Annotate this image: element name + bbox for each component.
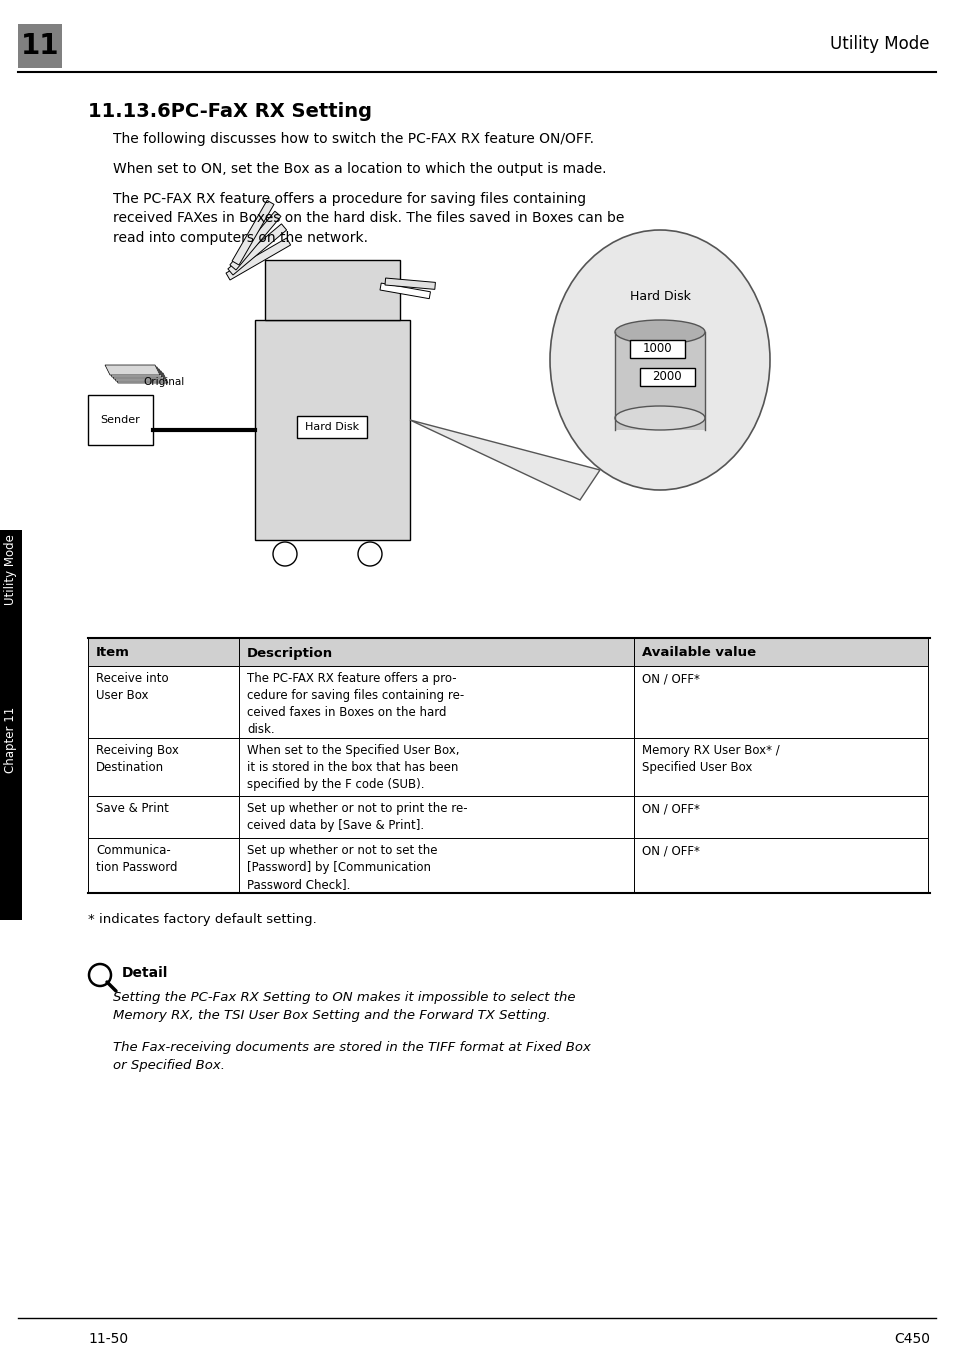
- Text: Set up whether or not to set the
[Password] by [Communication
Password Check].: Set up whether or not to set the [Passwo…: [247, 844, 437, 891]
- Text: Item: Item: [96, 646, 130, 660]
- FancyBboxPatch shape: [88, 667, 239, 738]
- Text: ON / OFF*: ON / OFF*: [641, 672, 700, 685]
- FancyBboxPatch shape: [615, 333, 704, 430]
- Polygon shape: [379, 283, 430, 299]
- Text: Hard Disk: Hard Disk: [629, 289, 690, 303]
- FancyBboxPatch shape: [239, 796, 634, 838]
- Polygon shape: [410, 420, 599, 500]
- Text: 11.13.6PC-FaX RX Setting: 11.13.6PC-FaX RX Setting: [88, 101, 372, 120]
- FancyBboxPatch shape: [88, 738, 239, 796]
- FancyBboxPatch shape: [239, 838, 634, 894]
- Text: Set up whether or not to print the re-
ceived data by [Save & Print].: Set up whether or not to print the re- c…: [247, 802, 467, 831]
- Circle shape: [89, 964, 111, 986]
- FancyBboxPatch shape: [254, 320, 410, 539]
- Polygon shape: [111, 370, 166, 381]
- Text: * indicates factory default setting.: * indicates factory default setting.: [88, 913, 316, 926]
- FancyBboxPatch shape: [18, 24, 62, 68]
- Text: Utility Mode: Utility Mode: [5, 534, 17, 606]
- FancyBboxPatch shape: [634, 667, 927, 738]
- Text: Sender: Sender: [100, 415, 140, 425]
- Text: The PC-FAX RX feature offers a procedure for saving files containing
received FA: The PC-FAX RX feature offers a procedure…: [112, 192, 623, 245]
- FancyBboxPatch shape: [239, 738, 634, 796]
- Text: ON / OFF*: ON / OFF*: [641, 844, 700, 857]
- FancyBboxPatch shape: [88, 638, 239, 667]
- Ellipse shape: [615, 320, 704, 343]
- Text: Available value: Available value: [641, 646, 756, 660]
- Text: When set to the Specified User Box,
it is stored in the box that has been
specif: When set to the Specified User Box, it i…: [247, 744, 459, 791]
- Text: Save & Print: Save & Print: [96, 802, 169, 815]
- Text: Receiving Box
Destination: Receiving Box Destination: [96, 744, 179, 773]
- FancyBboxPatch shape: [634, 638, 927, 667]
- Text: Description: Description: [247, 646, 333, 660]
- Polygon shape: [109, 369, 164, 379]
- Text: Chapter 11: Chapter 11: [5, 707, 17, 773]
- FancyBboxPatch shape: [265, 260, 399, 320]
- FancyBboxPatch shape: [239, 667, 634, 738]
- Text: C450: C450: [893, 1332, 929, 1347]
- Text: 11-50: 11-50: [88, 1332, 128, 1347]
- FancyBboxPatch shape: [88, 838, 239, 894]
- Polygon shape: [112, 373, 168, 383]
- Text: Communica-
tion Password: Communica- tion Password: [96, 844, 177, 873]
- FancyBboxPatch shape: [629, 339, 684, 358]
- Text: Utility Mode: Utility Mode: [830, 35, 929, 53]
- Text: 11: 11: [21, 32, 59, 59]
- Text: Detail: Detail: [122, 965, 168, 980]
- Circle shape: [273, 542, 296, 566]
- FancyBboxPatch shape: [639, 368, 695, 387]
- Text: 1000: 1000: [641, 342, 671, 356]
- Ellipse shape: [550, 230, 769, 489]
- Polygon shape: [228, 224, 286, 274]
- Text: 2000: 2000: [652, 370, 681, 384]
- FancyBboxPatch shape: [634, 738, 927, 796]
- Text: Original: Original: [143, 377, 184, 387]
- FancyBboxPatch shape: [239, 638, 634, 667]
- FancyBboxPatch shape: [634, 796, 927, 838]
- Polygon shape: [385, 279, 435, 289]
- Text: Memory RX User Box* /
Specified User Box: Memory RX User Box* / Specified User Box: [641, 744, 779, 773]
- Polygon shape: [105, 365, 160, 375]
- Text: ON / OFF*: ON / OFF*: [641, 802, 700, 815]
- Text: The PC-FAX RX feature offers a pro-
cedure for saving files containing re-
ceive: The PC-FAX RX feature offers a pro- cedu…: [247, 672, 464, 735]
- Text: Receive into
User Box: Receive into User Box: [96, 672, 169, 702]
- Text: The following discusses how to switch the PC-FAX RX feature ON/OFF.: The following discusses how to switch th…: [112, 132, 594, 146]
- Text: When set to ON, set the Box as a location to which the output is made.: When set to ON, set the Box as a locatio…: [112, 162, 606, 176]
- Text: The Fax-receiving documents are stored in the TIFF format at Fixed Box
or Specif: The Fax-receiving documents are stored i…: [112, 1041, 590, 1072]
- Circle shape: [357, 542, 381, 566]
- Text: Setting the PC-Fax RX Setting to ON makes it impossible to select the
Memory RX,: Setting the PC-Fax RX Setting to ON make…: [112, 991, 575, 1022]
- Text: Hard Disk: Hard Disk: [305, 422, 359, 433]
- Polygon shape: [232, 200, 274, 265]
- FancyBboxPatch shape: [88, 796, 239, 838]
- FancyBboxPatch shape: [88, 395, 152, 445]
- FancyBboxPatch shape: [634, 838, 927, 894]
- FancyBboxPatch shape: [297, 416, 367, 438]
- Polygon shape: [226, 238, 291, 280]
- FancyBboxPatch shape: [0, 530, 22, 919]
- Polygon shape: [230, 211, 281, 270]
- Ellipse shape: [615, 406, 704, 430]
- Polygon shape: [107, 366, 162, 377]
